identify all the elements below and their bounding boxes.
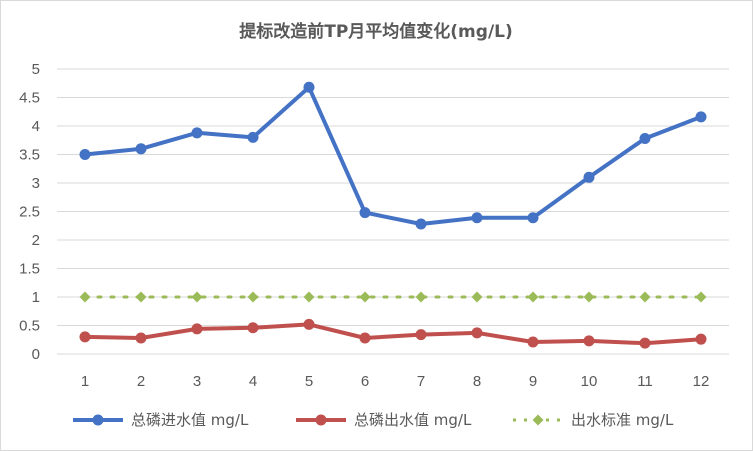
x-tick-label: 1 [81,373,89,390]
x-tick-label: 10 [581,373,598,390]
data-point [79,149,91,160]
x-tick-label: 8 [473,373,481,390]
data-point [191,291,203,303]
data-point [583,291,595,303]
y-tick-label: 3 [32,175,40,192]
x-tick-label: 7 [417,373,425,390]
y-tick-label: 4.5 [19,90,40,107]
legend-marker [315,414,327,426]
data-point [583,335,595,347]
legend-marker [92,414,104,426]
series-group [79,81,707,349]
y-tick-label: 0.5 [19,318,40,335]
x-tick-label: 6 [361,373,369,390]
y-tick-label: 1.5 [19,261,40,278]
data-point [695,111,707,123]
data-point [695,333,707,345]
data-point [303,291,315,303]
x-tick-label: 11 [637,373,653,390]
x-tick-label: 5 [305,373,313,390]
x-tick-label: 4 [249,373,257,390]
data-point [527,336,539,348]
y-tick-label: 0 [32,346,40,363]
data-point [415,291,427,303]
data-point [247,291,259,303]
legend-marker [532,414,544,426]
data-point [639,291,651,303]
x-tick-label: 3 [193,373,201,390]
series-line [83,85,703,226]
data-point [79,291,91,303]
data-point [471,212,483,224]
data-point [527,291,539,303]
x-tick-label: 12 [693,373,710,390]
legend-label: 出水标准 mg/L [571,411,674,429]
y-tick-label: 3.5 [19,147,40,164]
x-tick-label: 9 [529,373,537,390]
legend-label: 总磷出水值 mg/L [354,411,472,429]
series-line [83,322,703,346]
data-point [247,131,259,143]
data-point [527,212,539,224]
y-tick-label: 1 [32,289,40,306]
data-point [247,322,259,334]
legend: 总磷进水值 mg/L 总磷出水值 mg/L 出水标准 mg/L [73,411,674,429]
y-axis-ticks: 0 0.5 1 1.5 2 2.5 3 3.5 4 4.5 5 [19,61,40,363]
data-point [695,291,707,303]
data-point [135,143,147,155]
x-tick-label: 2 [137,373,145,390]
data-point [135,332,147,344]
data-point [583,171,595,183]
data-point [639,337,651,349]
y-tick-label: 4 [32,118,40,135]
data-point [415,329,427,341]
data-point [359,291,371,303]
legend-label: 总磷进水值 mg/L [131,411,249,429]
data-point [471,291,483,303]
data-point [359,207,371,219]
data-point [415,218,427,230]
gridlines [57,68,729,355]
data-point [191,127,203,139]
chart-title: 提标改造前TP月平均值变化(mg/L) [239,21,513,42]
x-axis-ticks: 1 2 3 4 5 6 7 8 9 10 11 12 [81,373,710,390]
data-point [303,81,315,93]
data-point [135,291,147,303]
data-point [79,331,91,343]
data-point [639,133,651,145]
data-point [471,327,483,339]
y-tick-label: 2 [32,232,40,249]
data-point [303,318,315,330]
y-tick-label: 5 [32,61,40,78]
data-point [191,323,203,335]
y-tick-label: 2.5 [19,204,40,221]
data-point [359,332,371,344]
